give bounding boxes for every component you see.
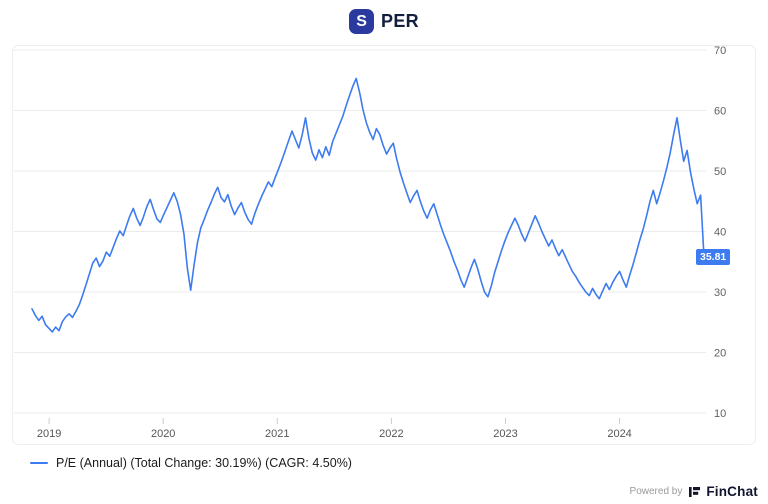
- x-axis-tick-label: 2024: [607, 428, 631, 440]
- x-axis-tick-label: 2019: [37, 428, 61, 440]
- y-axis-tick-label: 40: [714, 227, 726, 239]
- x-axis-tick-label: 2023: [493, 428, 517, 440]
- y-axis-tick-label: 60: [714, 106, 726, 118]
- legend-label: P/E (Annual) (Total Change: 30.19%) (CAG…: [56, 456, 352, 470]
- last-value-badge: 35.81: [696, 248, 731, 266]
- chart-title: PER: [381, 11, 419, 31]
- legend[interactable]: P/E (Annual) (Total Change: 30.19%) (CAG…: [30, 456, 352, 470]
- x-axis-tick-label: 2021: [265, 428, 289, 440]
- chart-header: S PER: [0, 9, 768, 34]
- pe-ratio-line[interactable]: [31, 77, 705, 333]
- chart-frame: [12, 45, 756, 445]
- y-axis-tick-label: 50: [714, 166, 726, 178]
- y-axis-tick-label: 30: [714, 287, 726, 299]
- y-axis-tick-label: 20: [714, 348, 726, 360]
- legend-swatch: [30, 461, 48, 465]
- powered-by-text: Powered by: [629, 486, 683, 497]
- finchat-logo-icon: [689, 486, 701, 498]
- x-axis-tick-label: 2020: [151, 428, 175, 440]
- x-axis-tick-label: 2022: [379, 428, 403, 440]
- powered-by[interactable]: Powered by FinChat: [630, 484, 758, 499]
- finchat-wordmark: FinChat: [706, 484, 758, 499]
- finchat-s-logo-icon: S: [349, 9, 375, 34]
- y-axis-tick-label: 10: [714, 408, 726, 420]
- y-axis-tick-label: 70: [714, 45, 726, 57]
